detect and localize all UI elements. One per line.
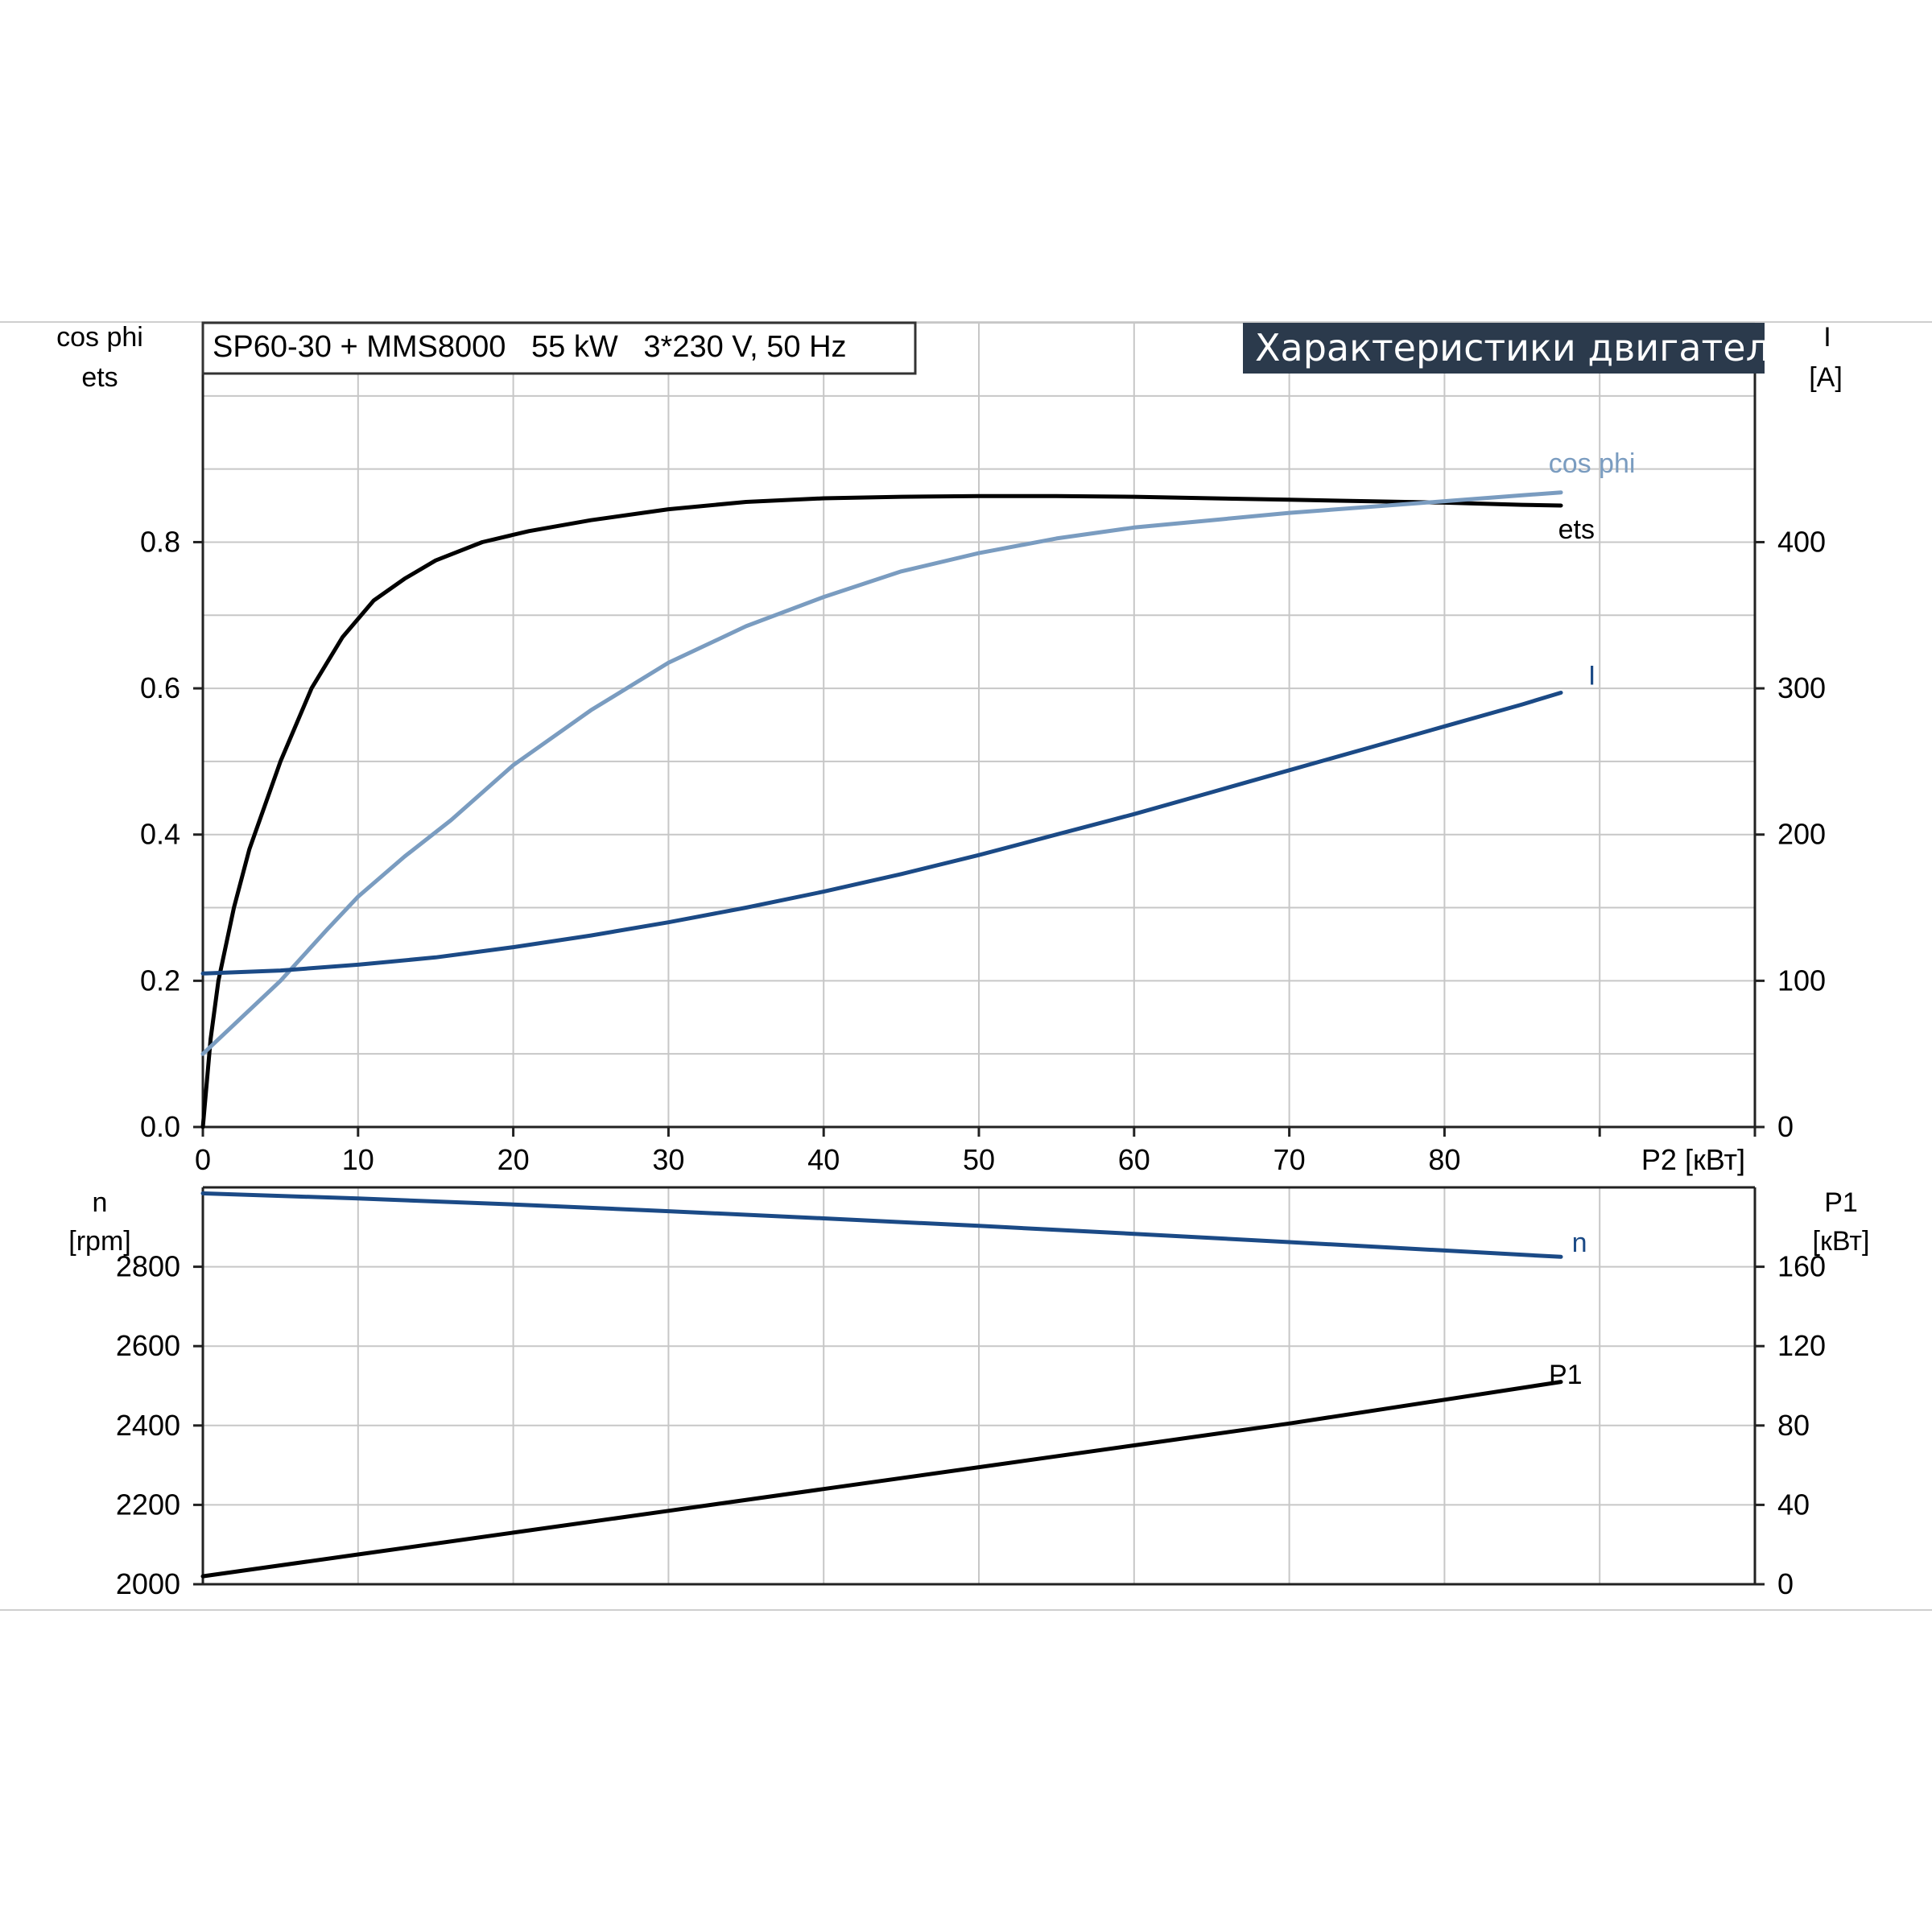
top-right-axis-title-line1: I [1823,322,1831,353]
top-chart-axes [193,323,1765,1137]
x-tick-label: 20 [497,1143,530,1176]
x-tick-label: 60 [1118,1143,1150,1176]
bottom-chart-axes [193,1186,1765,1586]
top-chart-labels: 0.0 0.2 0.4 0.6 0.8 0 100 200 300 400 0 10 20 30 40 50 6… [140,448,1826,1176]
top-right-tick-label: 0 [1777,1110,1794,1143]
x-tick-label: 0 [195,1143,211,1176]
top-left-tick-label: 0.4 [140,818,180,851]
top-left-tick-label: 0.6 [140,671,180,704]
top-left-axis-title-line2: ets [81,362,118,393]
model-box: SP60-30 + MMS8000 55 kW 3*230 V, 50 Hz [201,321,917,375]
bottom-left-axis-title-line2: [rpm] [68,1226,130,1257]
bottom-chart-labels: 2000 2200 2400 2600 2800 0 40 80 120 160 n P1 [116,1228,1826,1600]
top-right-tick-label: 400 [1777,525,1826,558]
top-chart-grid [202,322,1756,1128]
bottom-right-tick-label: 160 [1777,1250,1826,1283]
top-right-tick-label: 300 [1777,671,1826,704]
series-label-ets: ets [1558,514,1595,545]
title-banner: Характеристики двигателя [1243,323,1792,374]
series-label-i: I [1588,661,1596,691]
model-text: SP60-30 + MMS8000 55 kW 3*230 V, 50 Hz [213,330,847,364]
series-label-n: n [1572,1228,1587,1258]
bottom-left-tick-label: 2600 [116,1329,180,1362]
series-line-ets [200,493,1563,1129]
chart-title: Характеристики двигателя [1255,326,1792,369]
x-tick-label: 40 [807,1143,840,1176]
top-right-tick-label: 200 [1777,818,1826,851]
x-tick-label: 70 [1274,1143,1306,1176]
top-right-axis-title-line2: [A] [1809,362,1843,393]
series-label-cos-phi: cos phi [1549,448,1636,479]
bottom-left-axis-title-line1: n [93,1187,108,1218]
top-left-tick-label: 0.0 [140,1110,180,1143]
series-line-p1 [200,1380,1563,1579]
top-chart-series [200,490,1563,1129]
series-line-cos-phi [200,490,1563,1056]
bottom-right-tick-label: 0 [1777,1567,1794,1600]
bottom-right-tick-label: 120 [1777,1329,1826,1362]
bottom-left-tick-label: 2800 [116,1250,180,1283]
top-right-tick-label: 100 [1777,964,1826,997]
top-left-axis-title-line1: cos phi [56,322,143,353]
bottom-right-axis-title-line2: [кВт] [1813,1226,1870,1257]
x-axis-title: P2 [кВт] [1641,1143,1745,1176]
x-tick-label: 80 [1428,1143,1460,1176]
bottom-right-tick-label: 40 [1777,1488,1810,1521]
top-left-tick-label: 0.8 [140,525,180,558]
bottom-chart-series [200,1191,1563,1579]
series-line-n [200,1191,1563,1259]
bottom-right-axis-title-line1: P1 [1824,1187,1858,1218]
bottom-right-tick-label: 80 [1777,1409,1810,1442]
x-tick-label: 50 [963,1143,995,1176]
series-line-i [200,691,1563,976]
bottom-left-tick-label: 2400 [116,1409,180,1442]
top-left-tick-label: 0.2 [140,964,180,997]
series-label-p1: P1 [1549,1360,1583,1390]
bottom-left-tick-label: 2000 [116,1567,180,1600]
bottom-left-tick-label: 2200 [116,1488,180,1521]
x-tick-label: 30 [652,1143,684,1176]
x-tick-label: 10 [342,1143,374,1176]
